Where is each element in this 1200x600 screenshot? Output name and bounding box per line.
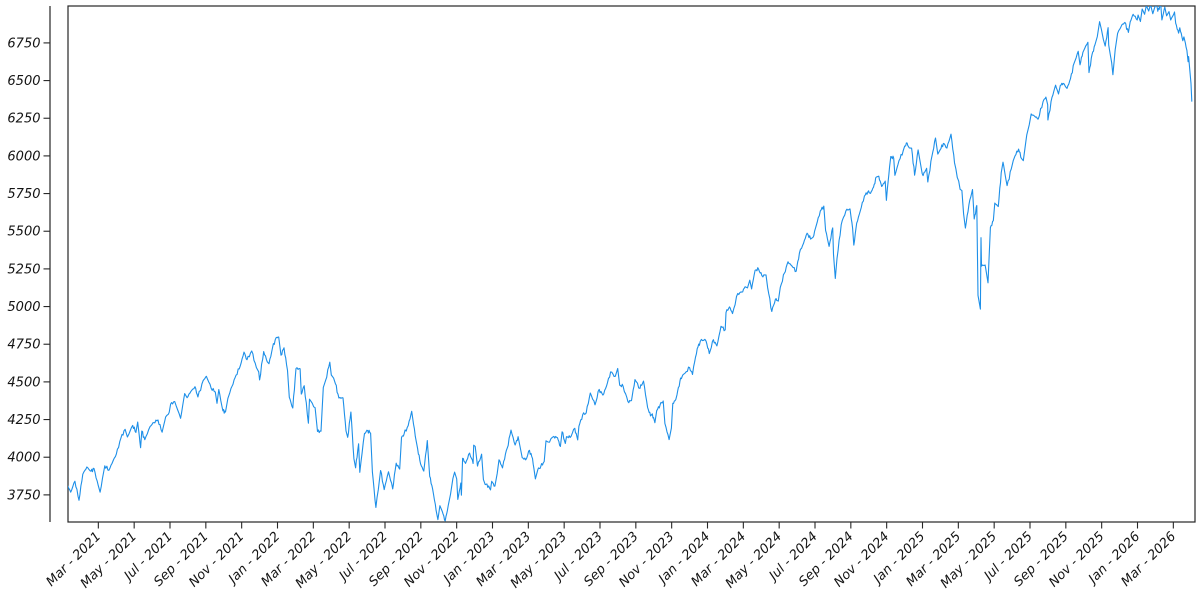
y-tick-label: 4250 [7,413,40,428]
y-tick-label: 4750 [7,338,40,353]
y-tick-label: 6250 [7,112,40,127]
y-tick-label: 5750 [7,187,40,202]
y-tick-label: 5500 [7,225,40,240]
plot-border [67,5,1196,523]
y-tick-label: 6750 [7,36,40,51]
y-axis: 3750 4000 4250 4500 4750 5000 5250 5500 5750 6000… [7,6,51,522]
y-tick-label: 3750 [7,488,40,503]
price-line-group [68,6,1193,522]
y-tick-label: 5000 [7,300,40,315]
y-tick-label: 5250 [7,262,40,277]
y-tick-label: 6000 [7,149,40,164]
y-tick-label: 6500 [7,74,40,89]
price-line [68,6,1193,522]
y-tick-label: 4500 [7,375,40,390]
y-tick-label: 4000 [7,451,40,466]
